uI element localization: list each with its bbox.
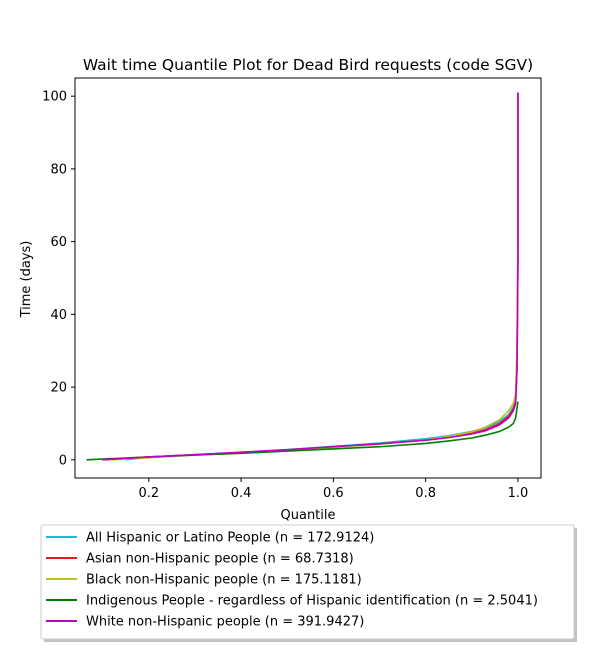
- legend-entry-5: White non-Hispanic people (n = 391.9427): [86, 615, 364, 630]
- x-tick-label: 0.6: [323, 486, 344, 501]
- legend: All Hispanic or Latino People (n = 172.9…: [40, 524, 577, 642]
- legend-entry-1: All Hispanic or Latino People (n = 172.9…: [86, 531, 374, 546]
- x-tick-label: 0.4: [231, 486, 252, 501]
- x-tick-label: 0.8: [415, 486, 436, 501]
- x-tick-label: 0.2: [138, 486, 159, 501]
- legend-entry-2: Asian non-Hispanic people (n = 68.7318): [86, 552, 354, 567]
- y-axis-label: Time (days): [19, 241, 34, 319]
- y-tick-label: 40: [50, 308, 67, 323]
- legend-entry-3: Black non-Hispanic people (n = 175.1181): [86, 573, 362, 588]
- y-tick-label: 0: [59, 453, 67, 468]
- y-tick-label: 60: [50, 235, 67, 250]
- y-tick-label: 20: [50, 381, 67, 396]
- y-tick-label: 80: [50, 162, 67, 177]
- y-tick-label: 100: [42, 90, 67, 105]
- legend-entry-4: Indigenous People - regardless of Hispan…: [86, 594, 538, 609]
- legend-box: [40, 524, 575, 640]
- series-lines: [86, 92, 519, 461]
- series-line-5: [102, 92, 519, 461]
- chart-title: Wait time Quantile Plot for Dead Bird re…: [83, 56, 533, 74]
- plot-frame: [74, 77, 542, 479]
- plot-area: 0.2 0.4 0.6 0.8 1.0 0 20 40 60 80 100: [42, 77, 542, 501]
- x-axis-label: Quantile: [281, 508, 336, 523]
- x-tick-label: 1.0: [508, 486, 529, 501]
